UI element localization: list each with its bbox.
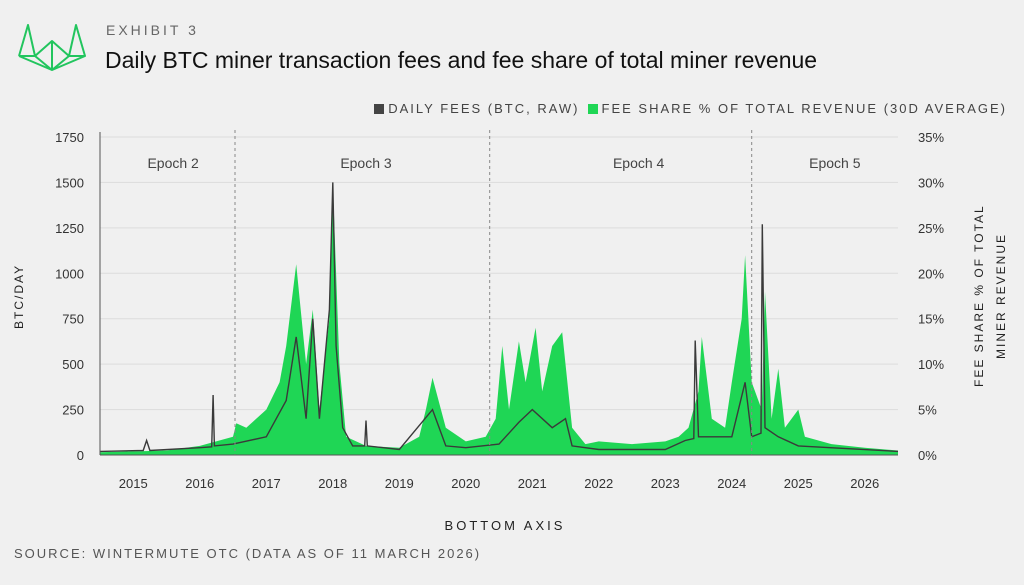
legend-fees: DAILY FEES (BTC, RAW): [388, 101, 580, 116]
y2-tick-label: 20%: [918, 266, 944, 281]
x-tick-label: 2023: [651, 476, 680, 491]
y-tick-label: 0: [77, 448, 84, 463]
epoch-label: Epoch 2: [147, 155, 199, 171]
y-tick-label: 500: [62, 357, 84, 372]
x-tick-label: 2020: [451, 476, 480, 491]
legend: DAILY FEES (BTC, RAW) FEE SHARE % OF TOT…: [374, 101, 1007, 116]
wintermute-logo-icon: [18, 24, 86, 71]
y-axis-label: BTC/DAY: [12, 263, 26, 329]
x-axis-label: BOTTOM AXIS: [444, 518, 566, 533]
x-tick-label: 2016: [185, 476, 214, 491]
y2-tick-label: 35%: [918, 130, 944, 145]
x-tick-label: 2022: [584, 476, 613, 491]
y2-tick-label: 10%: [918, 357, 944, 372]
y-tick-label: 1500: [55, 175, 84, 190]
chart-title: Daily BTC miner transaction fees and fee…: [105, 47, 818, 73]
y-tick-label: 1250: [55, 221, 84, 236]
y2-tick-label: 5%: [918, 403, 937, 418]
x-tick-label: 2019: [385, 476, 414, 491]
legend-swatch-fees: [374, 103, 385, 114]
exhibit-label: EXHIBIT 3: [106, 22, 199, 38]
y2-tick-label: 15%: [918, 312, 944, 327]
epoch-label: Epoch 3: [340, 155, 392, 171]
legend-swatch-share: [587, 103, 598, 114]
fee-share-area: [100, 182, 898, 455]
epoch-label: Epoch 5: [809, 155, 861, 171]
daily-fees-line: [99, 182, 899, 453]
x-tick-label: 2017: [252, 476, 281, 491]
y-tick-label: 1000: [55, 266, 84, 281]
x-tick-label: 2015: [119, 476, 148, 491]
y-tick-label: 250: [62, 403, 84, 418]
legend-share: FEE SHARE % OF TOTAL REVENUE (30D AVERAG…: [601, 101, 1007, 116]
x-tick-label: 2025: [784, 476, 813, 491]
chart-area: 0 0% 250 5% 500 10% 750 15% 1000 20% 1250 25% 1500 30…: [55, 130, 944, 491]
x-tick-label: 2024: [717, 476, 746, 491]
y2-axis-label: FEE SHARE % OF TOTAL MINER REVENUE: [968, 140, 1012, 452]
y2-label-line-2: MINER REVENUE: [994, 233, 1008, 360]
x-tick-label: 2021: [518, 476, 547, 491]
x-tick-label: 2026: [850, 476, 879, 491]
y2-label-line-1: FEE SHARE % OF TOTAL: [972, 204, 986, 388]
y2-tick-label: 30%: [918, 175, 944, 190]
source-note: SOURCE: WINTERMUTE OTC (DATA AS OF 11 MA…: [14, 546, 482, 561]
y2-tick-label: 0%: [918, 448, 937, 463]
y-tick-label: 750: [62, 312, 84, 327]
y-tick-label: 1750: [55, 130, 84, 145]
y2-tick-label: 25%: [918, 221, 944, 236]
epoch-label: Epoch 4: [613, 155, 665, 171]
x-tick-label: 2018: [318, 476, 347, 491]
